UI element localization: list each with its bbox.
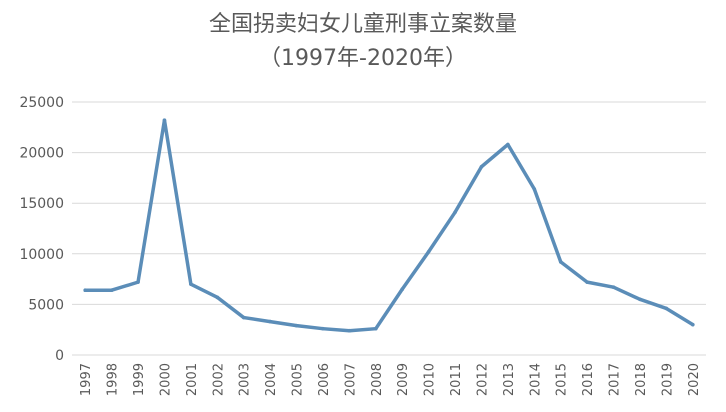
data-point	[136, 280, 140, 284]
x-tick-label: 1998	[106, 363, 121, 396]
data-point	[400, 287, 405, 292]
y-tick-label: 15000	[19, 196, 64, 212]
x-tick-label: 2009	[396, 363, 411, 396]
data-point	[690, 322, 695, 327]
y-tick-label: 25000	[19, 95, 64, 111]
data-point	[638, 297, 642, 302]
x-tick-label: 2012	[475, 363, 490, 396]
x-tick-label: 1997	[79, 363, 94, 396]
y-tick-label: 5000	[28, 297, 64, 313]
x-tick-label: 2002	[211, 363, 226, 396]
data-point	[479, 164, 484, 169]
x-tick-label: 2004	[264, 363, 279, 396]
x-tick-label: 2015	[555, 363, 570, 396]
y-tick-label: 20000	[19, 146, 64, 162]
x-tick-label: 2000	[158, 363, 173, 396]
x-tick-label: 2008	[370, 363, 385, 396]
data-point	[109, 288, 114, 293]
x-tick-label: 2019	[660, 363, 675, 396]
data-point	[347, 328, 352, 333]
x-tick-label: 1999	[132, 363, 147, 396]
data-point	[215, 295, 220, 300]
x-tick-label: 2007	[343, 363, 358, 396]
data-point	[241, 315, 246, 320]
data-point	[585, 280, 589, 284]
data-point	[453, 210, 457, 215]
data-point	[373, 326, 378, 331]
data-point	[426, 249, 431, 254]
x-tick-label: 2020	[687, 363, 702, 396]
x-tick-label: 2010	[423, 363, 438, 396]
x-tick-label: 2001	[185, 363, 200, 396]
data-point	[321, 326, 325, 331]
x-tick-label: 2005	[291, 363, 306, 396]
x-tick-label: 2013	[502, 363, 517, 396]
x-tick-label: 2003	[238, 363, 253, 396]
x-tick-label: 2011	[449, 363, 464, 396]
y-tick-label: 0	[55, 348, 64, 364]
data-point	[189, 282, 193, 286]
chart-title: 全国拐卖妇女儿童刑事立案数量	[208, 12, 517, 37]
x-tick-label: 2006	[317, 363, 332, 396]
x-tick-label: 2014	[528, 363, 543, 396]
data-point	[664, 306, 669, 311]
data-point	[83, 288, 88, 293]
data-point	[558, 260, 563, 264]
data-point	[294, 323, 299, 328]
y-tick-label: 10000	[19, 247, 64, 263]
x-tick-label: 2016	[581, 363, 596, 396]
data-point	[268, 319, 272, 324]
data-point	[506, 142, 510, 147]
series-line	[83, 118, 695, 333]
chart-subtitle: （1997年-2020年）	[259, 46, 467, 71]
data-point	[532, 187, 537, 191]
data-point	[162, 118, 167, 123]
x-tick-label: 2017	[608, 363, 623, 396]
x-tick-label: 2018	[634, 363, 649, 396]
data-point	[611, 285, 616, 289]
